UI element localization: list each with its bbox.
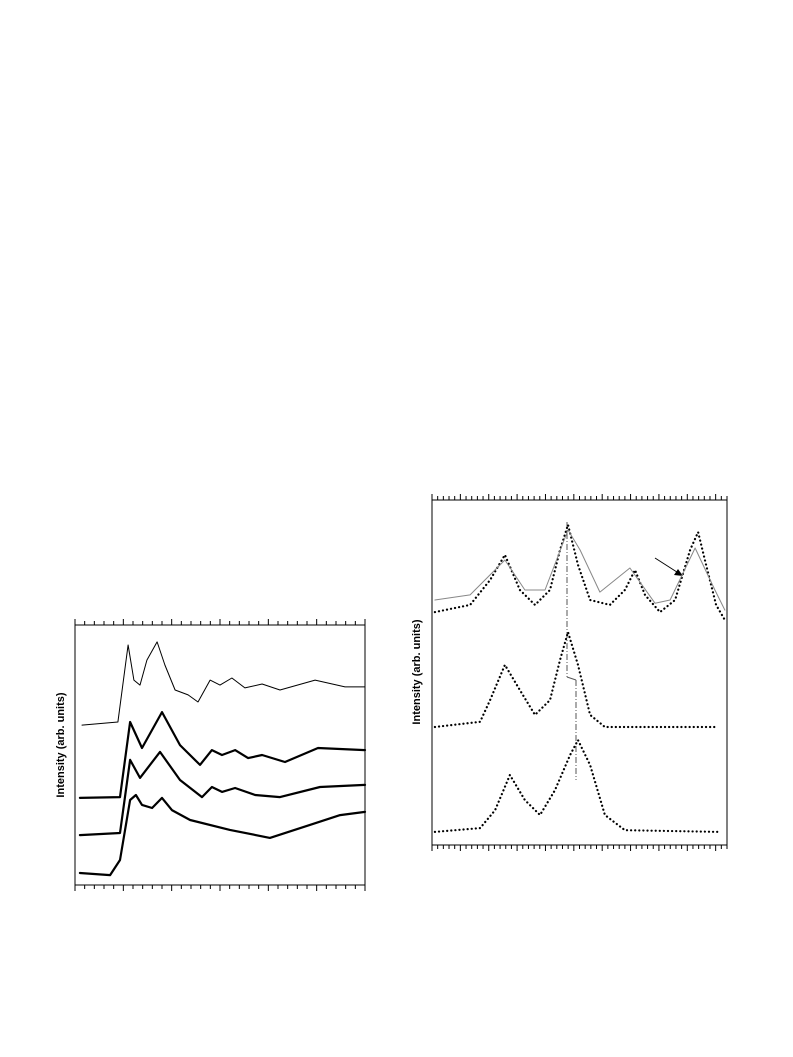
arrow-head	[674, 569, 683, 576]
spectrum-line	[78, 750, 367, 837]
y-axis-label: Intensity (arb. units)	[55, 692, 67, 797]
arrow	[654, 557, 681, 575]
spectrum-line	[433, 523, 726, 622]
reference-line	[566, 676, 577, 681]
spectrum-line	[78, 711, 367, 799]
spectrum-line	[434, 529, 726, 611]
y-axis-label: Intensity (arb. units)	[411, 619, 423, 724]
spectrum-line	[81, 641, 366, 726]
spectrum-line	[433, 631, 719, 729]
spectrum-line	[78, 793, 367, 877]
spectrum-line	[433, 739, 719, 833]
